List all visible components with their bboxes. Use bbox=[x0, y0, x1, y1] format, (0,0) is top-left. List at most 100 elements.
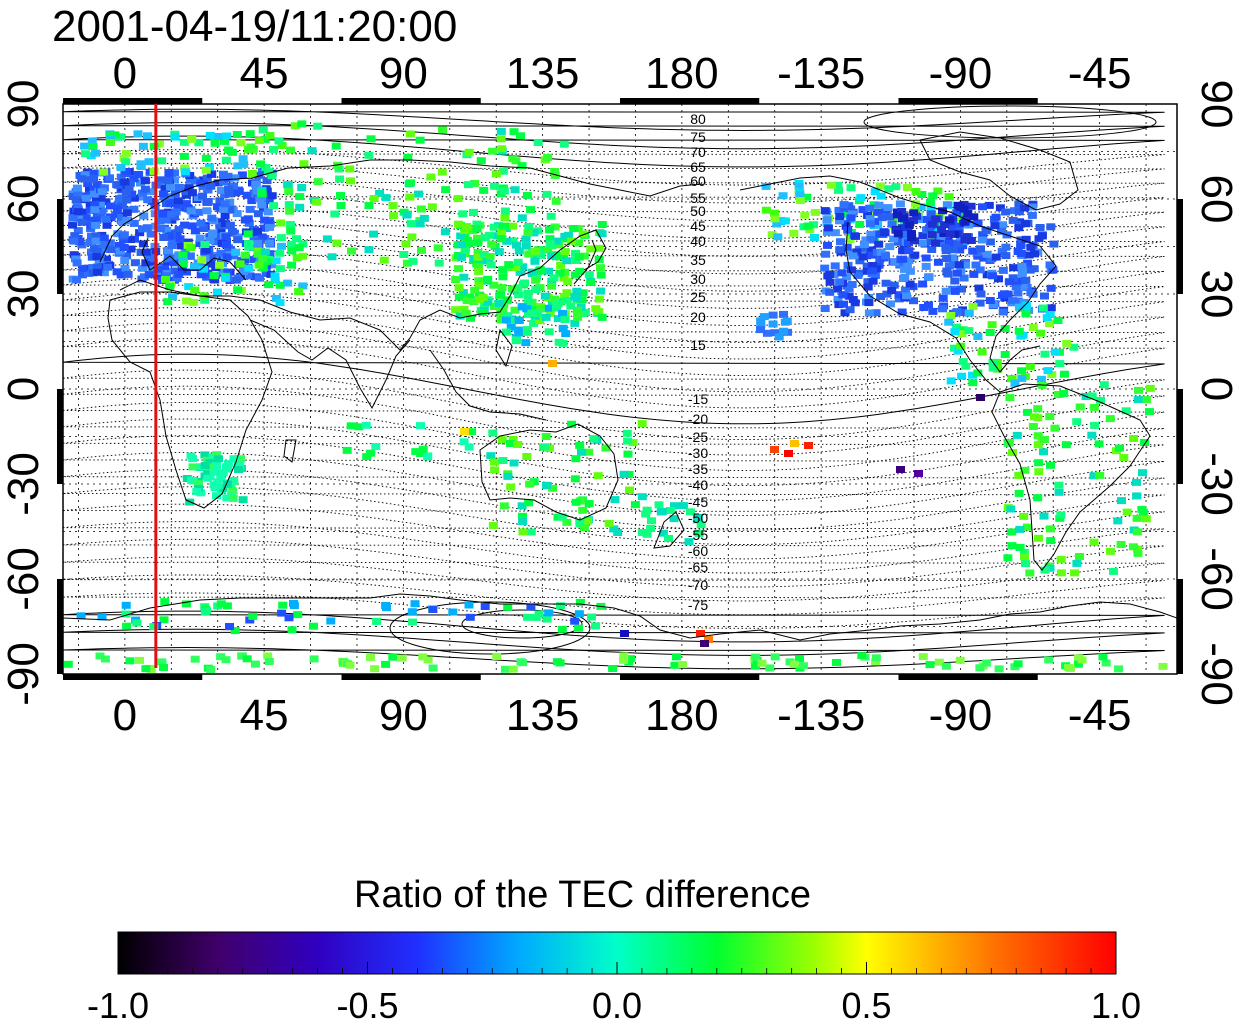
data-cell bbox=[229, 182, 239, 190]
data-cell bbox=[216, 226, 226, 233]
data-cell bbox=[768, 311, 778, 319]
data-cell bbox=[147, 264, 157, 272]
data-cell bbox=[158, 190, 168, 198]
data-cell bbox=[336, 202, 346, 209]
data-cell bbox=[1017, 270, 1027, 278]
data-cell bbox=[83, 269, 93, 277]
data-cell bbox=[1087, 392, 1097, 400]
data-cell bbox=[405, 193, 415, 201]
data-cell bbox=[129, 175, 139, 183]
frame-seg-left bbox=[57, 579, 63, 674]
data-cell bbox=[876, 248, 886, 256]
data-cell bbox=[985, 238, 995, 246]
data-cell bbox=[1014, 303, 1024, 311]
data-cell bbox=[789, 660, 799, 668]
data-cell bbox=[136, 179, 145, 187]
data-cell bbox=[951, 323, 961, 331]
data-cell bbox=[361, 421, 371, 429]
data-cell bbox=[830, 262, 840, 270]
data-cell bbox=[230, 627, 240, 635]
data-cell bbox=[859, 241, 869, 249]
data-cell bbox=[416, 422, 425, 430]
data-cell bbox=[843, 261, 853, 269]
data-cell bbox=[987, 321, 997, 329]
data-cell bbox=[402, 211, 412, 219]
data-cell bbox=[276, 219, 286, 227]
data-cell bbox=[322, 235, 332, 243]
data-cell bbox=[472, 220, 482, 228]
contour-label: -15 bbox=[688, 391, 708, 407]
data-cell bbox=[803, 222, 813, 230]
contour-label: 45 bbox=[690, 218, 706, 234]
data-cell bbox=[536, 251, 546, 259]
data-cell bbox=[191, 177, 200, 185]
data-cell bbox=[1019, 548, 1029, 556]
data-cell bbox=[245, 616, 255, 624]
data-cell bbox=[410, 600, 420, 608]
data-cell bbox=[187, 222, 197, 230]
contour-label: -75 bbox=[688, 597, 708, 613]
data-cell bbox=[164, 169, 174, 176]
data-cell bbox=[1019, 512, 1029, 520]
data-cell bbox=[877, 214, 887, 222]
data-cell bbox=[1096, 396, 1105, 404]
data-cell bbox=[842, 273, 852, 281]
data-cell bbox=[440, 228, 450, 236]
data-cell bbox=[106, 202, 115, 210]
data-cell bbox=[523, 299, 533, 307]
data-cell bbox=[70, 232, 80, 240]
data-cell bbox=[866, 236, 876, 243]
data-cell bbox=[919, 304, 929, 311]
data-cell bbox=[1025, 363, 1035, 371]
data-cell bbox=[833, 181, 843, 189]
data-cell bbox=[478, 308, 487, 316]
data-cell bbox=[68, 214, 78, 222]
data-cell bbox=[511, 263, 521, 271]
data-cell bbox=[161, 216, 171, 224]
contour-label: -60 bbox=[688, 543, 708, 559]
data-cell bbox=[122, 622, 132, 630]
data-cell bbox=[271, 257, 281, 265]
data-cell bbox=[809, 221, 818, 229]
data-cell bbox=[116, 133, 126, 141]
data-cell bbox=[180, 221, 190, 229]
data-cell bbox=[1075, 403, 1085, 411]
data-cell bbox=[851, 232, 860, 240]
data-cell bbox=[486, 452, 496, 460]
left-tick-label: 60 bbox=[0, 175, 48, 224]
data-cell bbox=[960, 236, 970, 244]
data-cell bbox=[264, 168, 273, 176]
data-cell bbox=[140, 185, 150, 193]
data-cell bbox=[973, 369, 983, 377]
data-cell bbox=[1046, 537, 1056, 545]
data-cell bbox=[894, 295, 904, 303]
data-cell bbox=[511, 336, 521, 344]
data-cell bbox=[370, 665, 380, 673]
data-cell bbox=[223, 269, 233, 277]
data-cell bbox=[517, 214, 527, 222]
data-cell bbox=[863, 278, 873, 286]
contour-line bbox=[63, 521, 1165, 574]
data-cell bbox=[558, 324, 568, 332]
data-cell bbox=[207, 170, 216, 178]
data-cell bbox=[502, 237, 512, 245]
data-cell bbox=[99, 184, 109, 192]
data-cell bbox=[222, 494, 232, 502]
data-cell bbox=[489, 281, 499, 289]
data-cell bbox=[382, 604, 391, 612]
data-cell bbox=[209, 272, 219, 280]
data-cell bbox=[500, 214, 510, 222]
data-cell bbox=[231, 248, 241, 256]
data-cell bbox=[190, 262, 199, 270]
data-cell bbox=[1045, 311, 1055, 318]
data-cell bbox=[97, 613, 107, 621]
data-cell bbox=[941, 662, 951, 670]
data-cell bbox=[458, 210, 468, 218]
data-cell bbox=[559, 140, 569, 148]
data-cell bbox=[331, 142, 341, 150]
data-cell bbox=[1045, 320, 1054, 327]
data-cell bbox=[589, 435, 599, 443]
data-cell bbox=[312, 198, 322, 206]
data-cell bbox=[1046, 304, 1056, 312]
data-cell bbox=[1049, 240, 1059, 248]
